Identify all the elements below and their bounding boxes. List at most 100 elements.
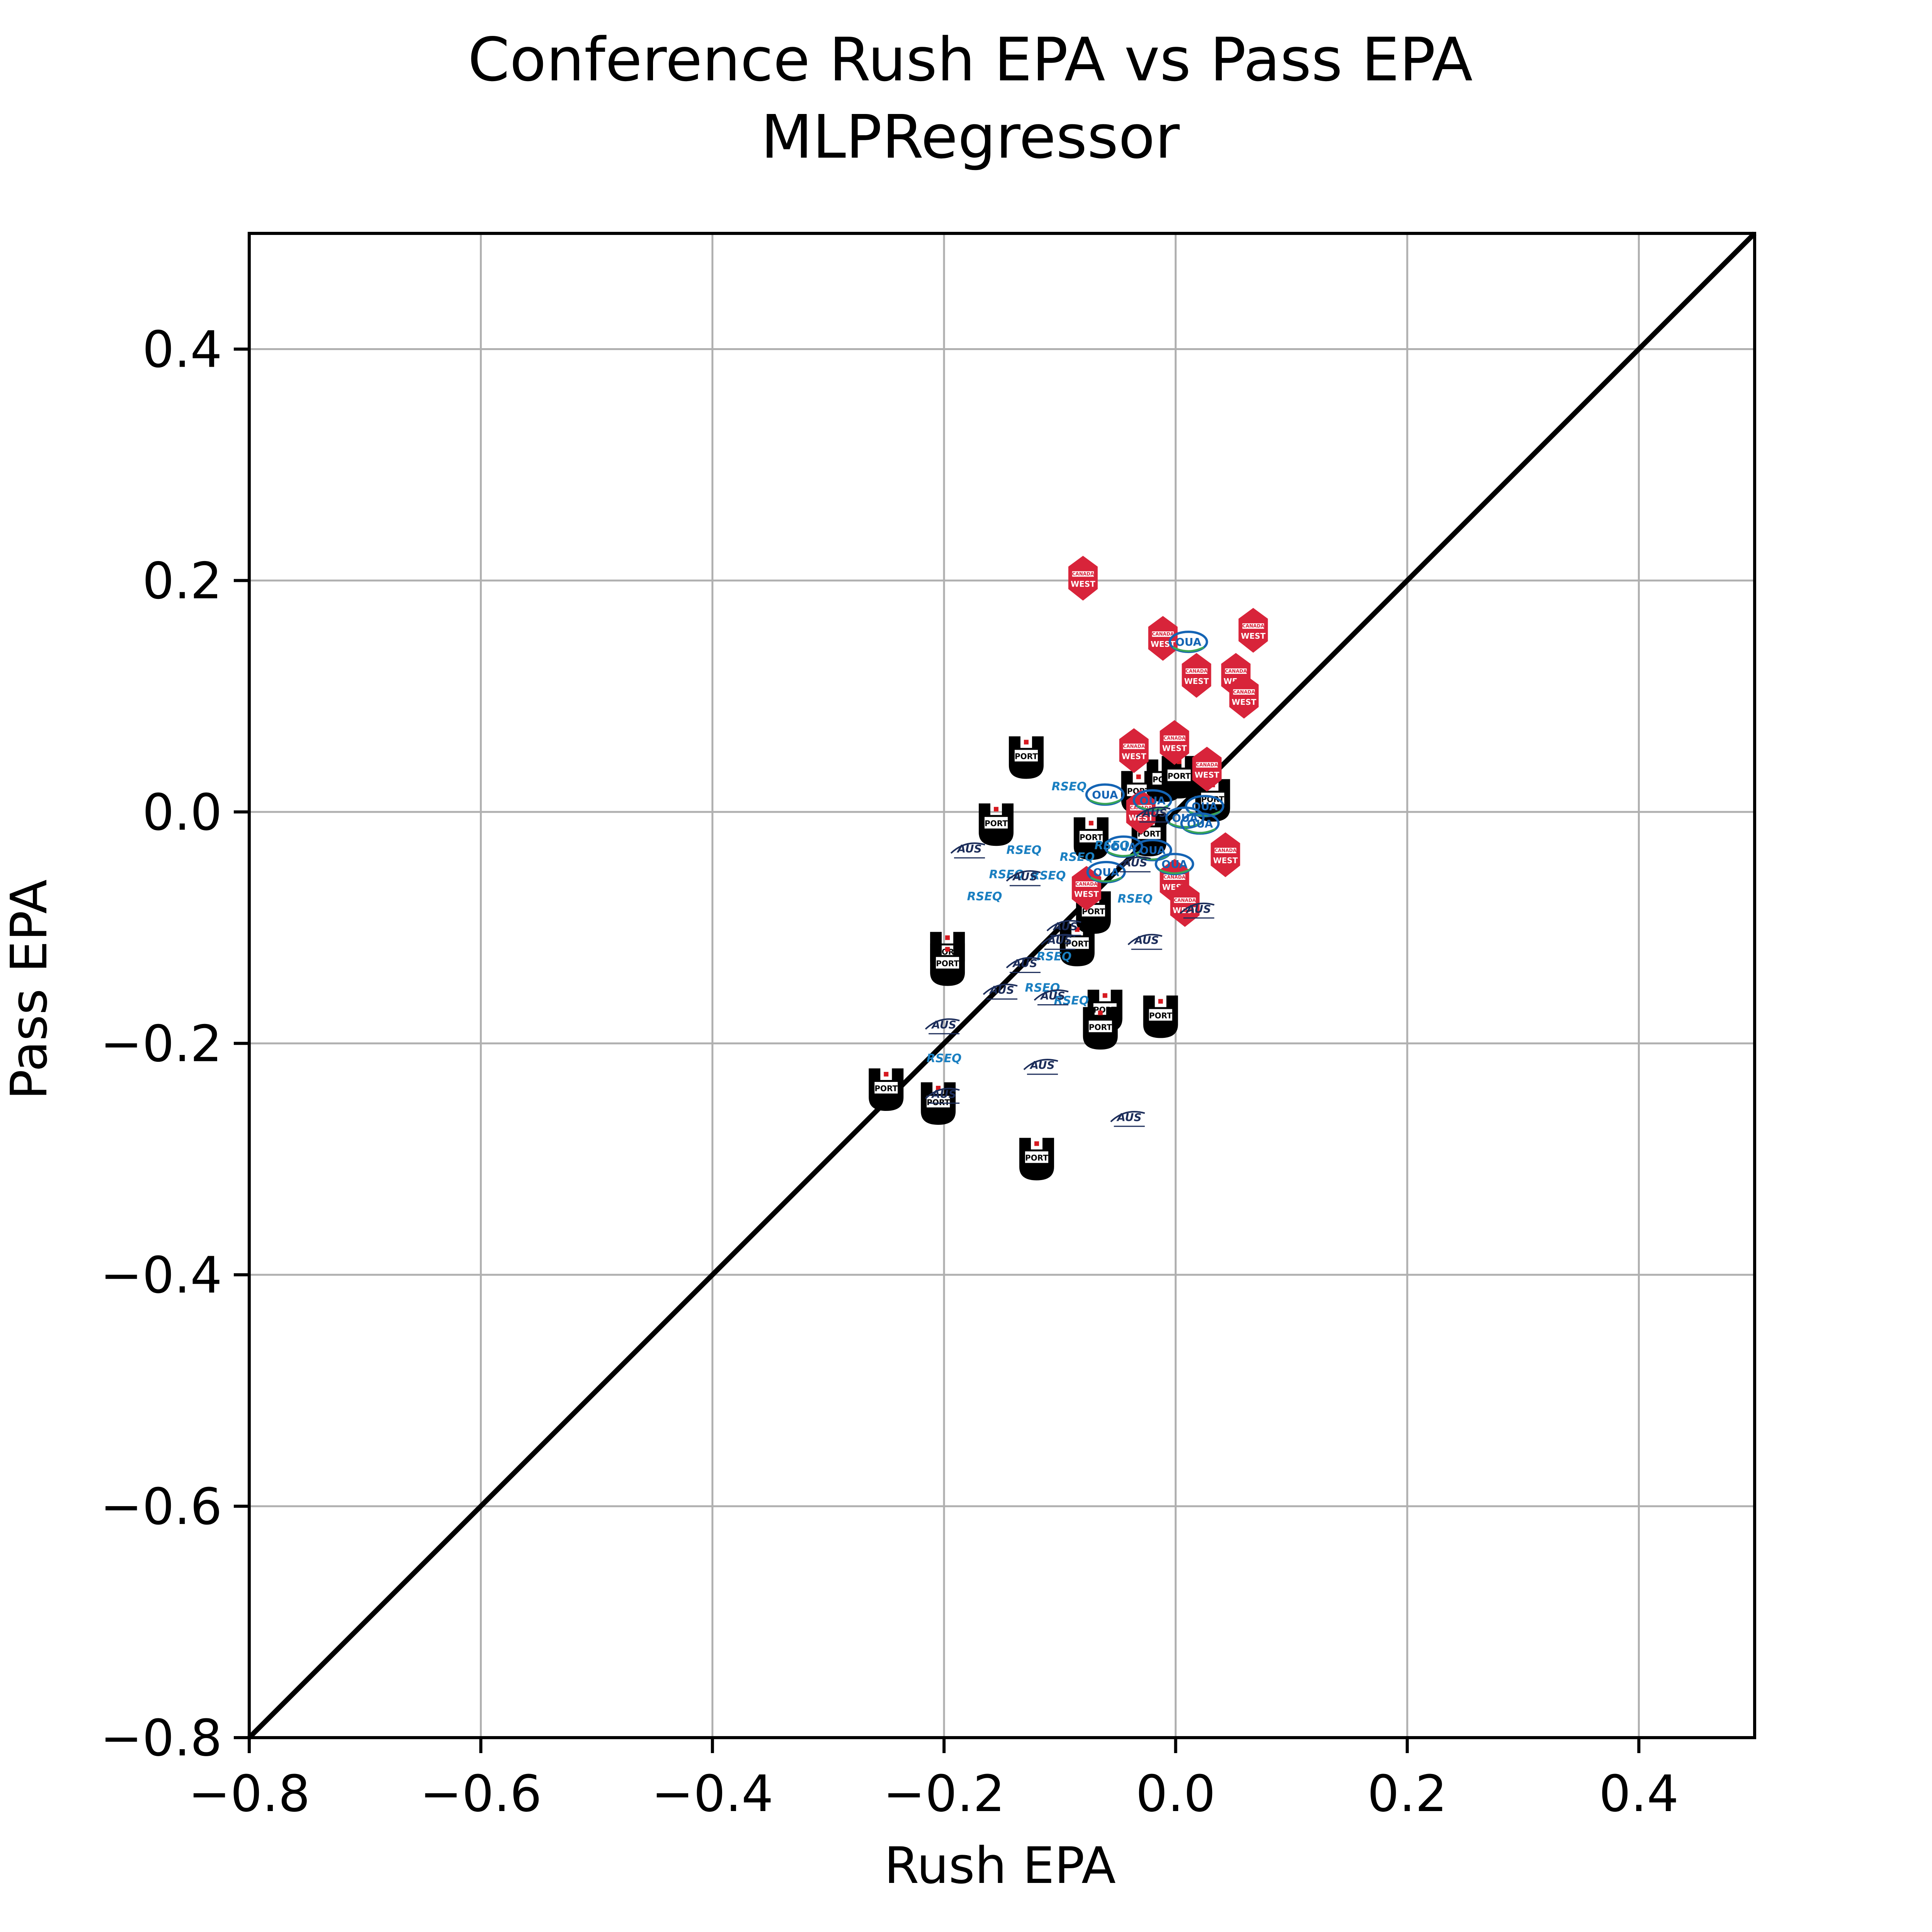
canadawest-marker: CANADA WEST xyxy=(1238,608,1268,653)
oua-marker: OUA xyxy=(1104,835,1143,858)
svg-text:SPORTS: SPORTS xyxy=(1009,752,1044,761)
svg-text:AUS: AUS xyxy=(931,1088,956,1100)
aus-marker: AUS xyxy=(1180,903,1215,919)
svg-text:WEST: WEST xyxy=(1241,631,1265,641)
x-tick-label: 0.2 xyxy=(1367,1764,1447,1823)
svg-text:CANADA: CANADA xyxy=(1196,762,1218,768)
usports-marker: SPORTS xyxy=(930,943,965,986)
usports-marker: SPORTS xyxy=(1083,1007,1118,1050)
svg-text:SPORTS: SPORTS xyxy=(1083,1022,1117,1032)
svg-text:SPORTS: SPORTS xyxy=(930,959,965,968)
svg-text:CANADA: CANADA xyxy=(1163,736,1185,741)
svg-text:OUA: OUA xyxy=(1092,788,1118,801)
svg-text:AUS: AUS xyxy=(1053,920,1078,933)
x-axis-label: Rush EPA xyxy=(884,1836,1116,1895)
rseq-marker: RSEQ xyxy=(1060,850,1095,864)
svg-text:RSEQ: RSEQ xyxy=(1051,780,1087,793)
svg-text:AUS: AUS xyxy=(1134,934,1159,947)
aus-marker: AUS xyxy=(925,1018,960,1034)
usports-marker: SPORTS xyxy=(1009,736,1044,779)
chart-title: Conference Rush EPA vs Pass EPA xyxy=(468,25,1473,95)
aus-marker: AUS xyxy=(950,842,985,859)
x-tick-label: −0.8 xyxy=(188,1764,310,1823)
svg-text:OUA: OUA xyxy=(1139,794,1166,807)
svg-text:SPORTS: SPORTS xyxy=(921,1098,956,1107)
y-tick-label: 0.2 xyxy=(142,551,222,610)
svg-text:SPORTS: SPORTS xyxy=(1162,772,1196,781)
aus-marker: AUS xyxy=(1023,1059,1058,1075)
svg-text:OUA: OUA xyxy=(1162,858,1188,871)
aus-marker: AUS xyxy=(983,984,1018,1000)
usports-marker: SPORTS xyxy=(1019,1138,1054,1180)
oua-marker: OUA xyxy=(1133,789,1172,812)
canadawest-marker: CANADA WEST xyxy=(1068,556,1098,601)
svg-text:CANADA: CANADA xyxy=(1163,874,1185,880)
y-tick-label: 0.4 xyxy=(142,320,222,379)
svg-text:AUS: AUS xyxy=(989,984,1014,997)
oua-marker: OUA xyxy=(1180,812,1220,835)
svg-text:CANADA: CANADA xyxy=(1174,898,1196,903)
svg-text:CANADA: CANADA xyxy=(1242,623,1264,629)
oua-marker: OUA xyxy=(1185,795,1225,818)
x-tick-label: −0.4 xyxy=(651,1764,774,1823)
svg-text:AUS: AUS xyxy=(1122,856,1147,869)
canadawest-marker: CANADA WEST xyxy=(1182,653,1211,698)
svg-text:SPORTS: SPORTS xyxy=(1076,907,1111,916)
aus-marker: AUS xyxy=(1116,856,1151,872)
scatter-points: SPORTS SPORTS SPORTS SPORTS SPORTS SPORTS SPOR… xyxy=(869,556,1268,1180)
rseq-marker: RSEQ xyxy=(1025,981,1060,995)
aus-marker: AUS xyxy=(1136,806,1171,823)
y-axis-label: Pass EPA xyxy=(0,879,58,1100)
svg-text:AUS: AUS xyxy=(1012,957,1037,970)
svg-text:WEST: WEST xyxy=(1074,889,1099,899)
x-axis-ticks: −0.8 −0.6 −0.4 −0.2 0.0 0.2 0.4 xyxy=(188,1738,1679,1823)
oua-marker: OUA xyxy=(1085,783,1125,806)
svg-text:CANADA: CANADA xyxy=(1185,668,1208,674)
svg-text:RSEQ: RSEQ xyxy=(1025,981,1060,995)
usports-marker: SPORTS xyxy=(1143,995,1178,1038)
svg-text:RSEQ: RSEQ xyxy=(1060,850,1095,864)
svg-text:OUA: OUA xyxy=(1093,866,1119,879)
svg-text:CANADA: CANADA xyxy=(1152,631,1174,637)
y-tick-label: −0.8 xyxy=(100,1709,222,1767)
svg-text:CANADA: CANADA xyxy=(1123,744,1145,749)
x-tick-label: −0.6 xyxy=(420,1764,542,1823)
svg-text:OUA: OUA xyxy=(1187,817,1213,830)
svg-text:AUS: AUS xyxy=(1040,989,1065,1002)
svg-text:SPORTS: SPORTS xyxy=(1020,1153,1054,1163)
rseq-marker: RSEQ xyxy=(1007,844,1042,857)
svg-text:CANADA: CANADA xyxy=(1072,571,1094,577)
svg-text:SPORTS: SPORTS xyxy=(869,1084,903,1093)
y-tick-label: −0.2 xyxy=(100,1014,222,1073)
y-tick-label: 0.0 xyxy=(142,783,222,842)
usports-marker: SPORTS xyxy=(979,803,1014,846)
svg-text:RSEQ: RSEQ xyxy=(989,868,1024,881)
svg-text:WEST: WEST xyxy=(1213,856,1238,865)
rseq-marker: RSEQ xyxy=(1117,892,1153,906)
plot-frame xyxy=(248,232,1756,1739)
rseq-marker: RSEQ xyxy=(1037,950,1072,964)
svg-text:AUS: AUS xyxy=(1047,934,1072,947)
svg-text:OUA: OUA xyxy=(1175,636,1202,648)
rseq-marker: RSEQ xyxy=(967,890,1002,903)
svg-text:WEST: WEST xyxy=(1071,579,1095,588)
aus-marker: AUS xyxy=(925,1088,960,1104)
svg-text:WEST: WEST xyxy=(1184,677,1209,686)
svg-text:AUS: AUS xyxy=(1029,1059,1054,1071)
rseq-marker: RSEQ xyxy=(1051,780,1087,793)
svg-text:CANADA: CANADA xyxy=(1225,668,1247,674)
usports-marker: SPORTS xyxy=(1073,817,1109,860)
svg-text:WEST: WEST xyxy=(1232,697,1257,707)
x-tick-label: 0.0 xyxy=(1136,1764,1216,1823)
x-tick-label: −0.2 xyxy=(883,1764,1005,1823)
y-tick-label: −0.4 xyxy=(100,1246,222,1304)
aus-marker: AUS xyxy=(1034,989,1069,1005)
aus-marker: AUS xyxy=(1041,934,1076,950)
